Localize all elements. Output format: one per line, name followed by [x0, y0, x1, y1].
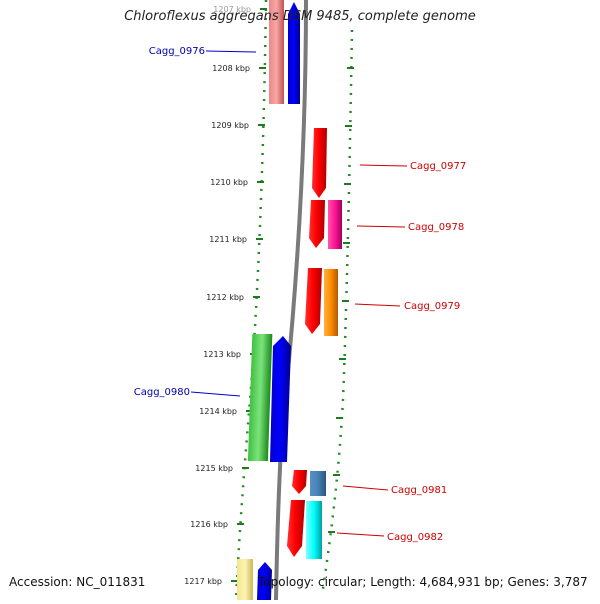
- gene-feature-bottom-blue[interactable]: [257, 562, 272, 600]
- gene-cagg-0976[interactable]: [288, 2, 300, 104]
- genome-summary-text: Topology: circular; Length: 4,684,931 bp…: [258, 575, 588, 589]
- gene-cagg-0982-red[interactable]: [287, 500, 305, 557]
- position-ticks: 1207 kbp 1208 kbp 1209 kbp 1210 kbp 1211 kbp…: [184, 5, 267, 586]
- accession-text: Accession: NC_011831: [9, 575, 146, 589]
- tick-label: 1217 kbp: [184, 577, 222, 586]
- gene-label-cagg-0977[interactable]: Cagg_0977: [410, 161, 466, 172]
- tick-label: 1216 kbp: [190, 520, 228, 529]
- tick-label: 1213 kbp: [203, 350, 241, 359]
- tick-label: 1209 kbp: [211, 121, 249, 130]
- tick-label: 1214 kbp: [199, 407, 237, 416]
- gene-cagg-0981-red[interactable]: [292, 470, 307, 494]
- gene-label-cagg-0980[interactable]: Cagg_0980: [134, 387, 190, 398]
- tick-label: 1215 kbp: [195, 464, 233, 473]
- gene-label-cagg-0981[interactable]: Cagg_0981: [391, 485, 447, 496]
- gene-cagg-0978-magenta[interactable]: [328, 200, 342, 249]
- gene-cagg-0978-red[interactable]: [309, 200, 325, 248]
- gene-label-cagg-0979[interactable]: Cagg_0979: [404, 301, 460, 312]
- frame-right-dotted: [320, 29, 354, 596]
- gene-feature[interactable]: [269, 0, 284, 104]
- tick-label: 1212 kbp: [206, 293, 244, 302]
- gene-feature-bottom-khaki[interactable]: [237, 559, 253, 600]
- gene-labels: Cagg_0976 Cagg_0977 Cagg_0978 Cagg_0979 Cagg…: [134, 46, 467, 543]
- gene-cagg-0982-cyan[interactable]: [306, 501, 322, 559]
- gene-cagg-0977[interactable]: [312, 128, 327, 198]
- tick-label: 1207 kbp: [213, 5, 251, 14]
- genes: [237, 0, 342, 600]
- gene-label-cagg-0978[interactable]: Cagg_0978: [408, 222, 464, 233]
- gene-cagg-0980-green[interactable]: [247, 334, 273, 461]
- gene-cagg-0979-red[interactable]: [305, 268, 322, 334]
- gene-label-cagg-0976[interactable]: Cagg_0976: [149, 46, 205, 57]
- map-title: Chloroflexus aggregans DSM 9485, complet…: [124, 9, 476, 24]
- tick-label: 1208 kbp: [212, 64, 250, 73]
- gene-cagg-0981-steel[interactable]: [310, 471, 326, 496]
- tick-label: 1211 kbp: [209, 235, 247, 244]
- right-ticks: [328, 67, 354, 533]
- tick-label: 1210 kbp: [210, 178, 248, 187]
- gene-label-cagg-0982[interactable]: Cagg_0982: [387, 532, 443, 543]
- label-connectors: [190, 50, 408, 537]
- gene-cagg-0979-orange[interactable]: [324, 269, 338, 336]
- gene-cagg-0980-blue[interactable]: [270, 336, 291, 462]
